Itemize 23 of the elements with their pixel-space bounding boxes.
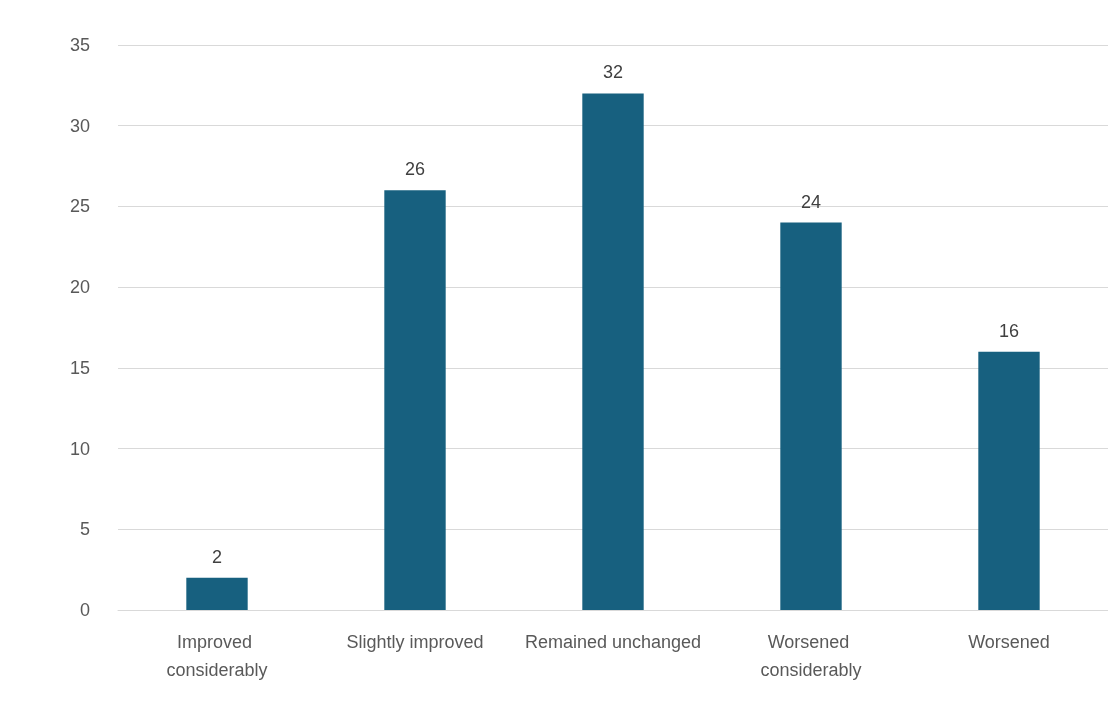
y-tick-label: 5 <box>79 519 90 540</box>
data-label: 2 <box>211 546 223 567</box>
y-tick-label: 0 <box>79 600 90 620</box>
y-tick-label: 25 <box>69 196 90 217</box>
bar <box>978 351 1040 610</box>
x-tick-label: Improved considerably <box>166 632 268 680</box>
data-label: 24 <box>800 191 822 212</box>
bar <box>780 222 842 610</box>
bar <box>384 190 446 610</box>
y-tick-label: 20 <box>69 277 90 298</box>
data-label: 32 <box>602 62 624 83</box>
y-tick-label: 15 <box>69 357 90 378</box>
bar <box>186 577 248 610</box>
y-tick-label: 10 <box>69 438 90 459</box>
y-tick-label: 30 <box>69 115 90 136</box>
data-label: 16 <box>998 320 1020 341</box>
bar <box>582 93 644 610</box>
x-tick-label: Worsened considerably <box>760 632 862 680</box>
x-tick-label: Worsened <box>968 632 1050 652</box>
data-label: 26 <box>404 159 426 180</box>
x-tick-label: Remained unchanged <box>524 632 702 652</box>
y-tick-label: 35 <box>69 35 90 55</box>
x-tick-label: Slightly improved <box>346 632 484 652</box>
